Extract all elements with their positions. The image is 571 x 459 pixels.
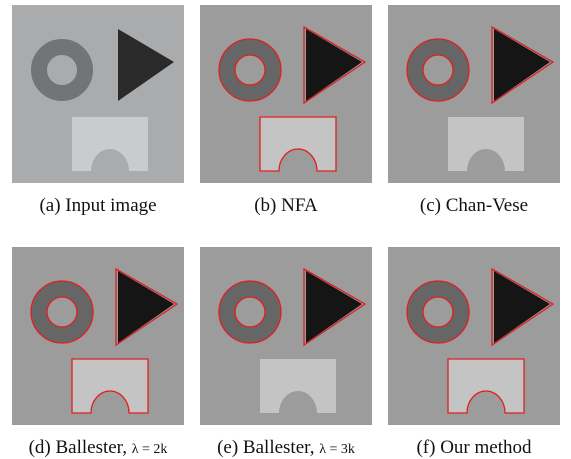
caption: (a) Input image	[39, 195, 156, 216]
panel	[200, 247, 372, 425]
caption-text: (d) Ballester,	[29, 437, 132, 458]
caption: (f) Our method	[416, 437, 532, 458]
caption: (e) Ballester, λ = 3k	[217, 437, 355, 458]
caption-param: λ = 2k	[132, 442, 168, 457]
caption: (b) NFA	[254, 195, 318, 216]
caption-text: (b) NFA	[254, 195, 318, 216]
panel	[388, 5, 560, 183]
caption: (c) Chan-Vese	[420, 195, 528, 216]
panel	[200, 5, 372, 183]
panel-image	[12, 5, 184, 183]
caption-text: (c) Chan-Vese	[420, 195, 528, 216]
caption-text: (f) Our method	[416, 437, 532, 458]
caption: (d) Ballester, λ = 2k	[29, 437, 168, 458]
panel	[12, 5, 184, 183]
panel	[12, 247, 184, 425]
figure: (a) Input image (b) NFA (c) Chan-Vese (d) B…	[0, 0, 571, 459]
caption-text: (e) Ballester,	[217, 437, 319, 458]
panel-image	[12, 247, 184, 425]
panel	[388, 247, 560, 425]
panel-image	[200, 247, 372, 425]
caption-param: λ = 3k	[319, 442, 355, 457]
caption-text: (a) Input image	[39, 195, 156, 216]
panel-image	[200, 5, 372, 183]
panel-image	[388, 247, 560, 425]
panel-image	[388, 5, 560, 183]
